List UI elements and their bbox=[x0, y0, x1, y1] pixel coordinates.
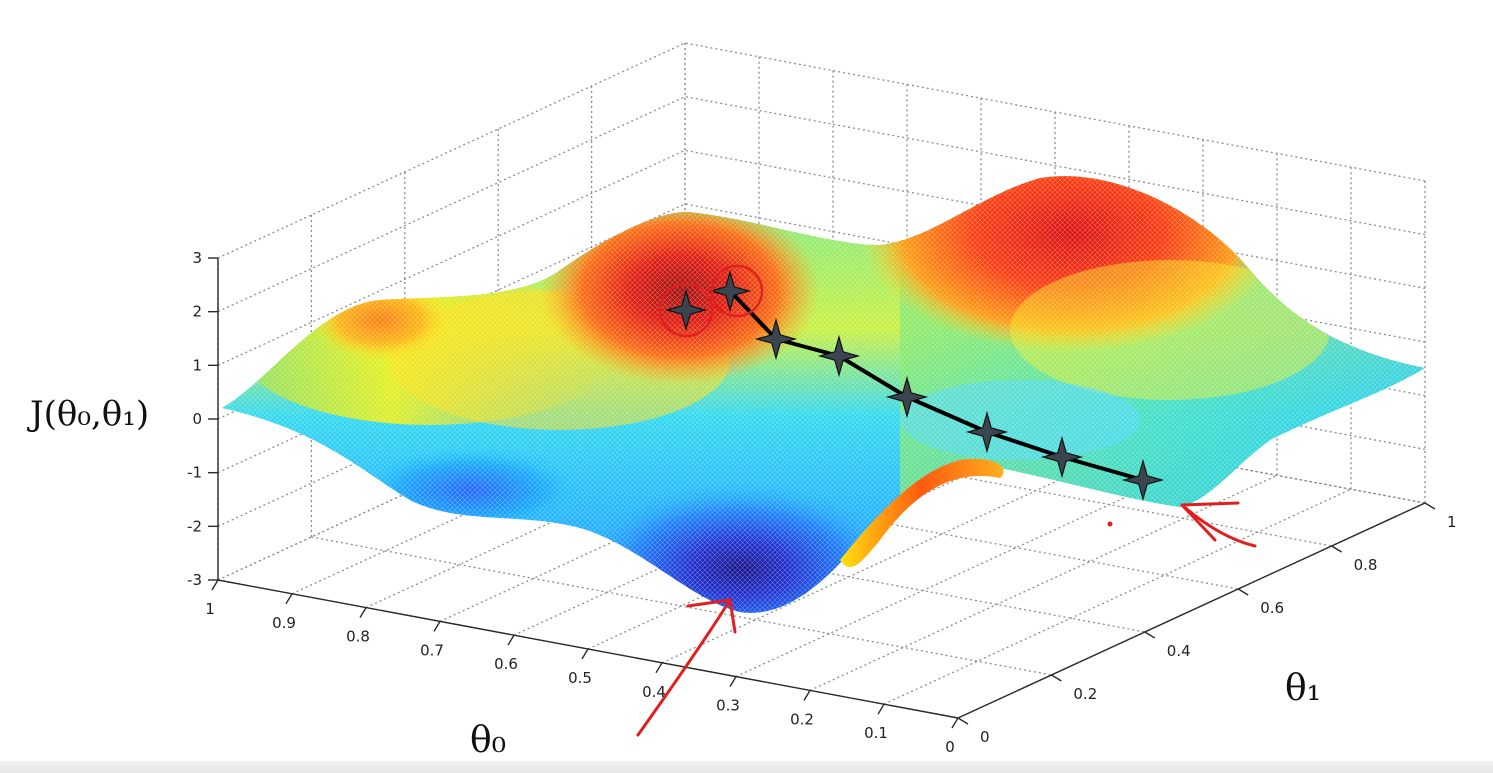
z-tick-label: 2 bbox=[192, 303, 202, 321]
arrow-valley bbox=[636, 598, 737, 737]
x-axis-title: θ₀ bbox=[470, 720, 506, 761]
descent-step-marker bbox=[1121, 458, 1165, 502]
x-tick bbox=[507, 634, 515, 646]
x-tick-label: 0.1 bbox=[864, 724, 888, 742]
floor-grid-theta0 bbox=[809, 474, 1278, 691]
z-tick-label: -3 bbox=[187, 571, 202, 589]
y-tick-label: 0.2 bbox=[1073, 685, 1097, 703]
x-tick-label: 0.2 bbox=[790, 710, 814, 728]
x-tick-label: 0.8 bbox=[346, 628, 370, 646]
bottom-bar bbox=[0, 761, 1493, 773]
x-tick bbox=[655, 662, 663, 674]
arrow-endpoint bbox=[1180, 501, 1257, 548]
y-tick-label: 0 bbox=[980, 728, 990, 746]
y-tick bbox=[1144, 631, 1156, 639]
wall-hgrid bbox=[217, 42, 1426, 259]
floor-grid-theta0 bbox=[291, 378, 760, 595]
z-tick-label: -1 bbox=[187, 464, 202, 482]
y-tick bbox=[1051, 674, 1062, 682]
z-axis-title: J(θ₀,θ₁) bbox=[27, 394, 149, 434]
descent-step-marker bbox=[965, 410, 1009, 454]
descent-step-marker bbox=[754, 317, 798, 361]
front-ridge bbox=[840, 459, 1004, 568]
x-tick-label: 0.7 bbox=[420, 641, 444, 659]
z-tick-label: 0 bbox=[192, 410, 202, 428]
x-tick-label: 1 bbox=[205, 600, 215, 618]
floor-grid-theta0 bbox=[439, 405, 908, 622]
floor-grid-theta0 bbox=[365, 392, 834, 609]
y-tick-label: 1 bbox=[1447, 513, 1457, 531]
axes: 3210-1-2-310.90.80.70.60.50.40.30.20.100… bbox=[187, 249, 1457, 756]
x-tick bbox=[803, 690, 811, 701]
floor-grid-theta0 bbox=[513, 419, 982, 636]
x-tick bbox=[581, 648, 589, 660]
y-tick-label: 0.4 bbox=[1167, 642, 1191, 660]
x-tick bbox=[729, 676, 737, 687]
red-dot bbox=[1107, 521, 1113, 527]
y-tick-label: 0.8 bbox=[1354, 556, 1378, 574]
floor-grid-theta0 bbox=[587, 433, 1056, 650]
start-circle-1 bbox=[658, 282, 714, 338]
start-circle-2 bbox=[710, 264, 764, 318]
floor-grid-theta0 bbox=[217, 364, 686, 581]
floor-grid-theta1 bbox=[311, 536, 1052, 676]
descent-step-marker bbox=[885, 375, 929, 419]
y-axis-line bbox=[957, 502, 1426, 719]
z-tick-label: -2 bbox=[187, 517, 202, 535]
floor-grid-theta0 bbox=[735, 461, 1204, 678]
x-tick-label: 0.4 bbox=[642, 683, 666, 701]
x-tick bbox=[211, 579, 219, 591]
z-tick-label: 1 bbox=[192, 356, 202, 374]
x-tick-label: 0 bbox=[945, 738, 955, 756]
x-tick bbox=[951, 717, 959, 729]
x-tick-label: 0.6 bbox=[494, 655, 518, 673]
y-tick bbox=[1237, 588, 1249, 596]
gradient-descent-path bbox=[664, 269, 1165, 502]
x-tick-label: 0.5 bbox=[568, 669, 592, 687]
x-tick bbox=[433, 621, 441, 632]
annotations bbox=[636, 264, 1257, 737]
floor-grid-theta0 bbox=[661, 447, 1130, 664]
z-tick-label: 3 bbox=[192, 249, 202, 267]
y-tick bbox=[1331, 545, 1342, 553]
descent-step-marker bbox=[708, 269, 752, 313]
x-tick bbox=[359, 607, 367, 618]
y-tick bbox=[1424, 502, 1436, 510]
x-tick bbox=[285, 593, 293, 605]
y-tick-label: 0.6 bbox=[1260, 599, 1284, 617]
descent-step-marker bbox=[817, 334, 861, 378]
floor-grid-theta0 bbox=[883, 488, 1352, 705]
y-tick bbox=[957, 717, 969, 725]
x-tick-label: 0.3 bbox=[716, 697, 740, 715]
descent-step-marker bbox=[1040, 435, 1084, 479]
wall-hgrid bbox=[217, 95, 1426, 313]
x-tick bbox=[877, 703, 885, 715]
x-tick-label: 0.9 bbox=[272, 614, 296, 632]
y-axis-title: θ₁ bbox=[1285, 668, 1321, 709]
cost-surface bbox=[222, 176, 1425, 613]
start-marker-alt bbox=[664, 288, 708, 332]
